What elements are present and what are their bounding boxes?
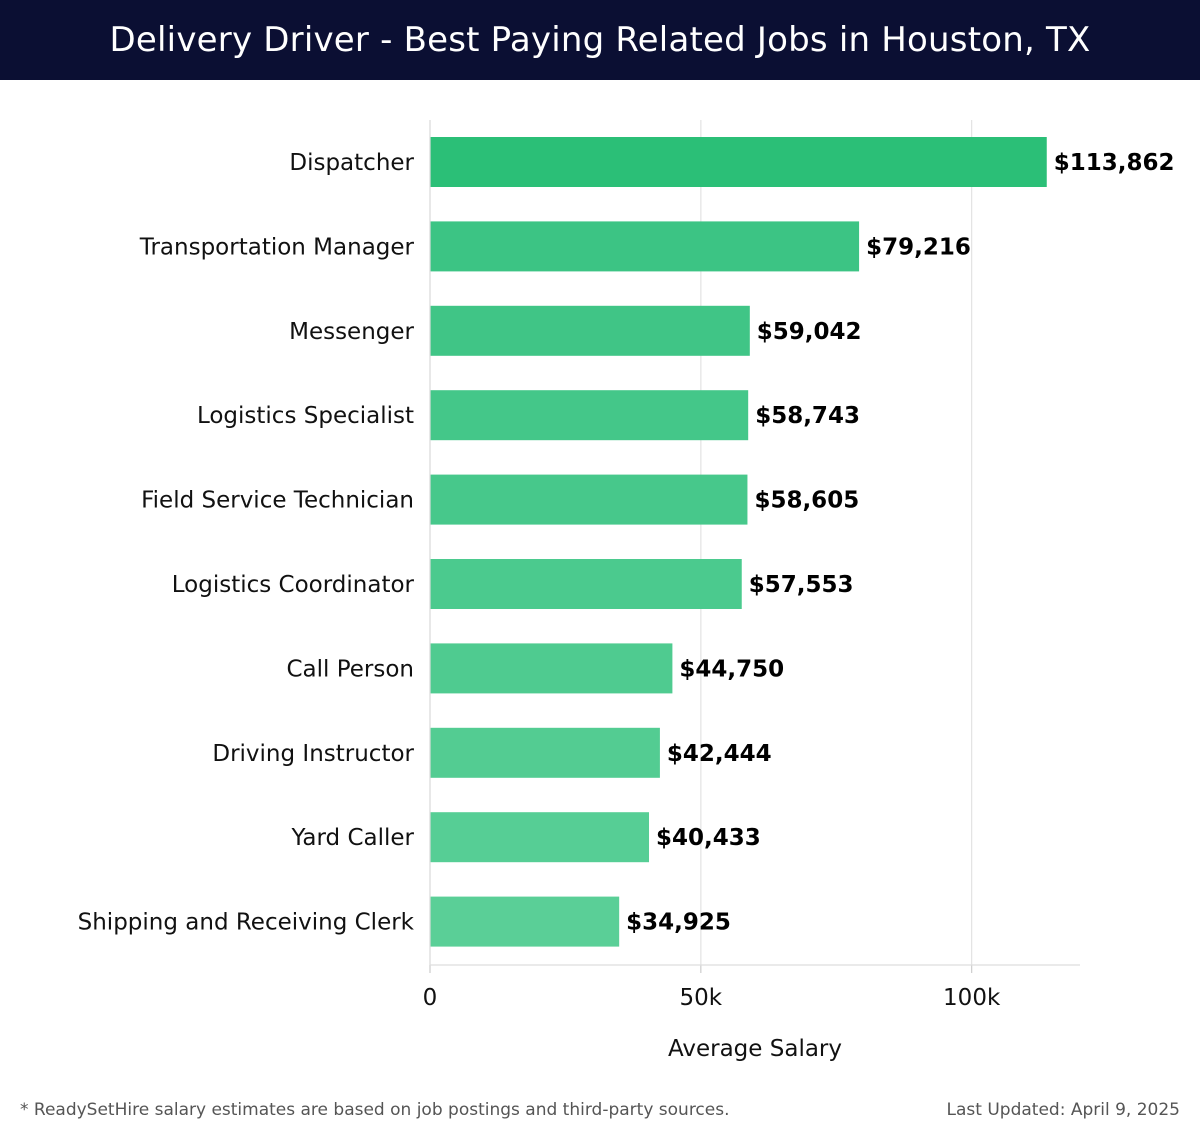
category-label: Dispatcher <box>289 150 414 176</box>
category-label: Driving Instructor <box>212 741 414 767</box>
bar-dispatcher <box>430 137 1047 187</box>
bar-shipping-and-receiving-clerk <box>430 896 620 947</box>
title-bar: Delivery Driver - Best Paying Related Jo… <box>0 0 1200 80</box>
value-label: $58,605 <box>754 488 859 514</box>
bar-call-person <box>430 643 673 694</box>
last-updated: Last Updated: April 9, 2025 <box>946 1100 1180 1120</box>
bar-messenger <box>430 305 750 356</box>
bar-logistics-specialist <box>430 390 749 441</box>
axis-layer: 0 50k 100k Average Salary <box>423 120 1080 1062</box>
category-label: Messenger <box>289 319 414 345</box>
value-label: $57,553 <box>749 572 854 598</box>
value-label: $42,444 <box>667 741 772 767</box>
value-label: $59,042 <box>757 319 862 345</box>
value-label: $79,216 <box>866 234 971 260</box>
bar-layer <box>430 137 1047 947</box>
category-label: Yard Caller <box>291 825 415 851</box>
value-label: $40,433 <box>656 825 761 851</box>
category-label: Logistics Coordinator <box>172 572 415 598</box>
footer-note: * ReadySetHire salary estimates are base… <box>20 1100 730 1120</box>
value-label: $44,750 <box>679 656 784 682</box>
bar-transportation-manager <box>430 221 860 272</box>
x-tick-label: 50k <box>680 985 723 1011</box>
value-label: $34,925 <box>626 910 731 936</box>
category-label: Transportation Manager <box>139 234 415 260</box>
bar-logistics-coordinator <box>430 559 742 609</box>
bar-field-service-technician <box>430 474 748 525</box>
x-tick-label: 100k <box>943 985 1001 1011</box>
x-axis-title: Average Salary <box>668 1036 842 1062</box>
label-layer: Dispatcher $113,862 Transportation Manager… <box>78 150 1175 936</box>
category-label: Field Service Technician <box>141 488 414 514</box>
category-label: Logistics Specialist <box>197 403 414 429</box>
value-label: $58,743 <box>755 403 860 429</box>
bar-yard-caller <box>430 812 650 863</box>
bar-driving-instructor <box>430 727 660 778</box>
x-tick-label: 0 <box>423 985 438 1011</box>
salary-bar-chart: Dispatcher $113,862 Transportation Manager… <box>78 120 1175 1062</box>
category-label: Shipping and Receiving Clerk <box>78 910 415 936</box>
category-label: Call Person <box>286 656 414 682</box>
page-title: Delivery Driver - Best Paying Related Jo… <box>109 20 1091 60</box>
value-label: $113,862 <box>1054 150 1175 176</box>
